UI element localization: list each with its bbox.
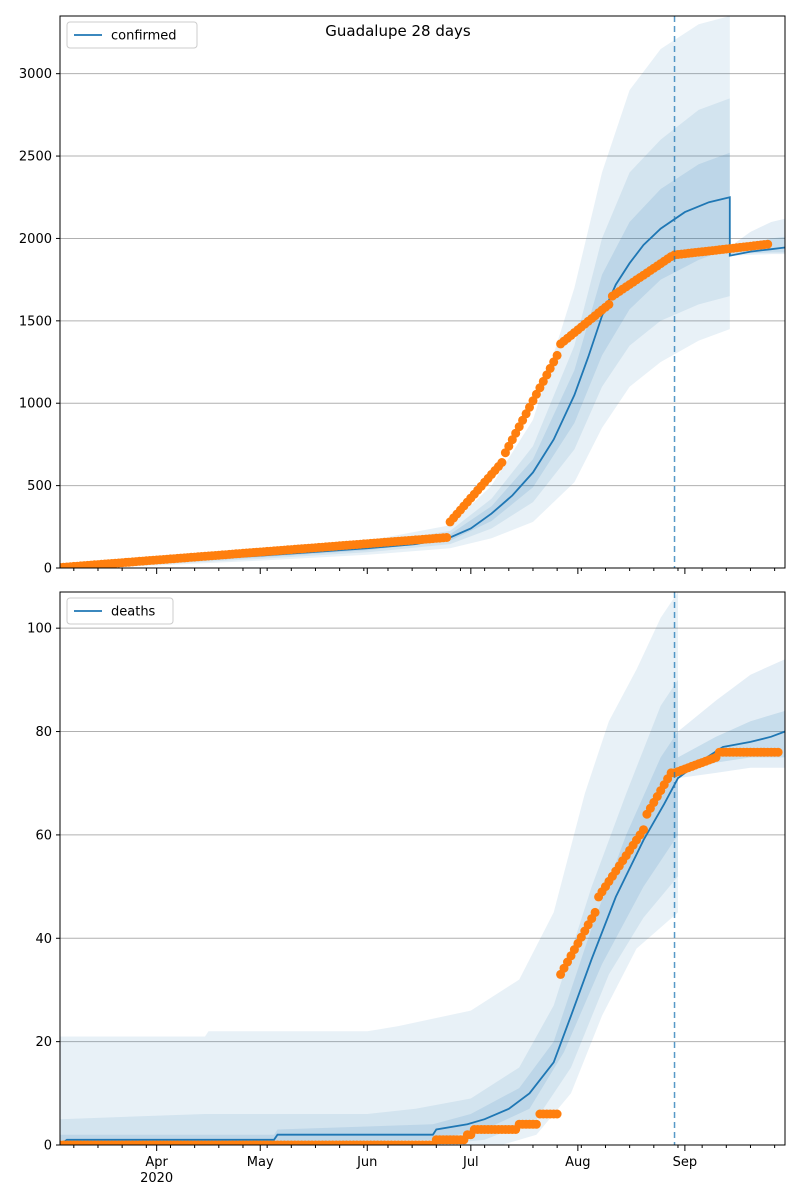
y-tick-label: 0 — [44, 1139, 52, 1154]
uncertainty-band-outer — [60, 16, 730, 568]
observed-point — [531, 1119, 541, 1129]
y-tick-label: 60 — [35, 828, 52, 843]
y-tick-label: 1000 — [19, 397, 52, 412]
figure-title: Guadalupe 28 days — [325, 22, 471, 40]
legend-box — [66, 21, 198, 49]
axes-frame — [59, 591, 786, 1146]
x-tick-label: Jul — [462, 1155, 479, 1170]
observed-point — [639, 825, 648, 835]
legend-box — [66, 597, 174, 625]
x-tick-label: Sep — [673, 1155, 698, 1170]
uncertainty-band-middle — [60, 98, 730, 568]
legend: confirmed — [66, 21, 198, 49]
x-tick-label: Aug — [565, 1155, 590, 1170]
y-tick-label: 40 — [35, 932, 52, 947]
legend: deaths — [66, 597, 174, 625]
y-tick-label: 1500 — [19, 314, 52, 329]
observed-point — [552, 350, 562, 360]
deaths-panel: 0 20 40 60 80 100 Apr May Jun Jul Aug Sep 2020 deaths — [27, 591, 786, 1186]
y-tick-label: 500 — [27, 479, 52, 494]
observed-point — [442, 533, 452, 542]
observed-point — [590, 907, 600, 917]
observed-point — [773, 747, 783, 757]
legend-label: deaths — [111, 605, 156, 620]
observed-point — [604, 299, 614, 309]
confirmed-panel: 0 500 1000 1500 2000 2500 3000 confirmed — [19, 15, 786, 577]
uncertainty-band-inner — [60, 152, 730, 568]
x-tick-label: May — [247, 1155, 274, 1170]
observed-point — [552, 1109, 562, 1119]
plot-area — [60, 16, 785, 568]
x-tick-label: Jun — [356, 1155, 377, 1170]
observed-point — [763, 239, 773, 249]
axes-frame — [59, 15, 786, 569]
y-tick-label: 20 — [35, 1035, 52, 1050]
y-tick-label: 2500 — [19, 150, 52, 165]
y-tick-label: 80 — [35, 725, 52, 740]
y-tick-label: 0 — [44, 562, 52, 577]
observed-point — [497, 458, 507, 467]
y-tick-label: 3000 — [19, 67, 52, 82]
plot-area — [60, 592, 785, 1145]
uncertainty-band-outer — [60, 592, 678, 1145]
y-tick-label: 2000 — [19, 232, 52, 247]
y-tick-label: 100 — [27, 622, 52, 637]
x-year-label: 2020 — [140, 1171, 173, 1186]
legend-label: confirmed — [111, 29, 177, 44]
x-tick-label: Apr — [145, 1155, 168, 1170]
